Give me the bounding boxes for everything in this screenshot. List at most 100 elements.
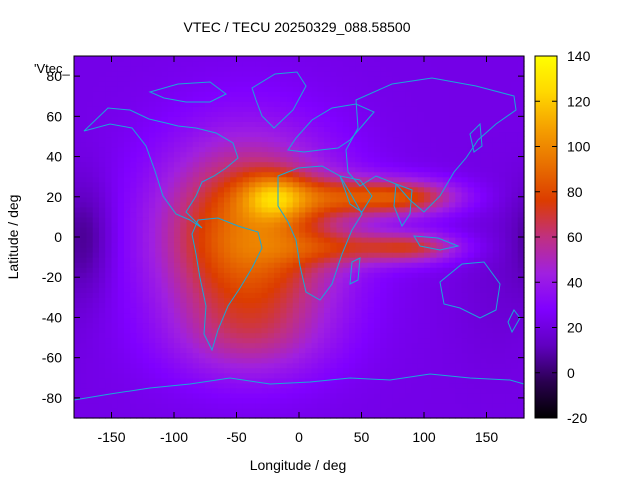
heatmap-cell	[180, 211, 188, 218]
heatmap-cell	[124, 186, 131, 193]
heatmap-cell	[442, 252, 450, 258]
heatmap-cell	[80, 56, 88, 62]
heatmap-cell	[236, 327, 244, 334]
heatmap-cell	[136, 101, 144, 107]
heatmap-cell	[492, 201, 500, 208]
heatmap-cell	[130, 71, 138, 77]
heatmap-cell	[417, 242, 425, 248]
heatmap-cell	[130, 382, 138, 389]
heatmap-cell	[355, 262, 363, 268]
heatmap-cell	[349, 277, 356, 283]
heatmap-cell	[317, 166, 325, 173]
heatmap-cell	[149, 56, 156, 62]
heatmap-cell	[280, 76, 288, 82]
heatmap-cell	[230, 322, 238, 329]
heatmap-cell	[399, 146, 406, 153]
heatmap-cell	[249, 252, 256, 258]
heatmap-cell	[499, 287, 506, 293]
heatmap-cell	[380, 337, 388, 344]
heatmap-cell	[117, 257, 125, 263]
heatmap-cell	[192, 372, 200, 379]
heatmap-cell	[149, 262, 156, 268]
heatmap-cell	[436, 382, 444, 389]
heatmap-cell	[349, 352, 356, 359]
heatmap-cell	[492, 166, 500, 173]
heatmap-cell	[136, 327, 144, 334]
heatmap-cell	[455, 231, 463, 238]
heatmap-cell	[380, 332, 388, 339]
heatmap-cell	[380, 96, 388, 102]
heatmap-cell	[342, 116, 350, 122]
heatmap-cell	[499, 237, 506, 243]
heatmap-cell	[449, 131, 456, 138]
heatmap-cell	[436, 156, 444, 163]
heatmap-cell	[155, 342, 163, 349]
heatmap-cell	[174, 392, 181, 399]
heatmap-cell	[217, 412, 225, 419]
heatmap-cell	[199, 66, 206, 72]
heatmap-cell	[217, 176, 225, 183]
heatmap-cell	[336, 166, 344, 173]
heatmap-cell	[92, 151, 100, 158]
heatmap-cell	[192, 322, 200, 329]
heatmap-cell	[305, 191, 313, 198]
heatmap-cell	[261, 66, 269, 72]
heatmap-cell	[299, 126, 306, 133]
heatmap-cell	[205, 247, 213, 253]
heatmap-cell	[217, 181, 225, 188]
heatmap-cell	[136, 372, 144, 379]
heatmap-cell	[205, 252, 213, 258]
heatmap-cell	[374, 347, 381, 354]
heatmap-cell	[211, 282, 219, 288]
heatmap-cell	[455, 171, 463, 178]
heatmap-cell	[274, 221, 281, 228]
heatmap-cell	[336, 211, 344, 218]
heatmap-cell	[105, 96, 113, 102]
heatmap-cell	[436, 101, 444, 107]
heatmap-cell	[342, 377, 350, 384]
heatmap-cell	[317, 56, 325, 62]
heatmap-cell	[430, 357, 438, 364]
heatmap-cell	[342, 61, 350, 67]
heatmap-cell	[155, 287, 163, 293]
heatmap-cell	[405, 242, 413, 248]
heatmap-cell	[436, 141, 444, 148]
heatmap-cell	[336, 131, 344, 138]
heatmap-cell	[286, 226, 294, 233]
heatmap-cell	[361, 267, 369, 273]
heatmap-cell	[380, 136, 388, 143]
heatmap-cell	[349, 216, 356, 223]
heatmap-cell	[230, 307, 238, 314]
heatmap-cell	[130, 171, 138, 178]
heatmap-cell	[142, 111, 150, 117]
heatmap-cell	[467, 262, 475, 268]
heatmap-cell	[474, 282, 481, 288]
heatmap-cell	[324, 382, 331, 389]
heatmap-cell	[186, 287, 194, 293]
heatmap-cell	[205, 91, 213, 97]
heatmap-cell	[224, 231, 231, 238]
heatmap-cell	[230, 272, 238, 278]
heatmap-cell	[242, 277, 250, 283]
heatmap-cell	[374, 166, 381, 173]
heatmap-cell	[330, 206, 338, 213]
heatmap-cell	[174, 322, 181, 329]
heatmap-cell	[255, 282, 263, 288]
heatmap-cell	[242, 126, 250, 133]
heatmap-cell	[430, 121, 438, 127]
heatmap-cell	[486, 66, 494, 72]
heatmap-cell	[305, 382, 313, 389]
heatmap-cell	[217, 56, 225, 62]
heatmap-cell	[292, 242, 300, 248]
heatmap-cell	[474, 201, 481, 208]
heatmap-cell	[136, 121, 144, 127]
heatmap-cell	[467, 277, 475, 283]
heatmap-cell	[167, 141, 175, 148]
heatmap-cell	[236, 247, 244, 253]
heatmap-cell	[180, 292, 188, 298]
heatmap-cell	[424, 262, 431, 268]
heatmap-cell	[280, 402, 288, 409]
heatmap-cell	[367, 101, 375, 107]
heatmap-cell	[492, 402, 500, 409]
heatmap-cell	[417, 91, 425, 97]
